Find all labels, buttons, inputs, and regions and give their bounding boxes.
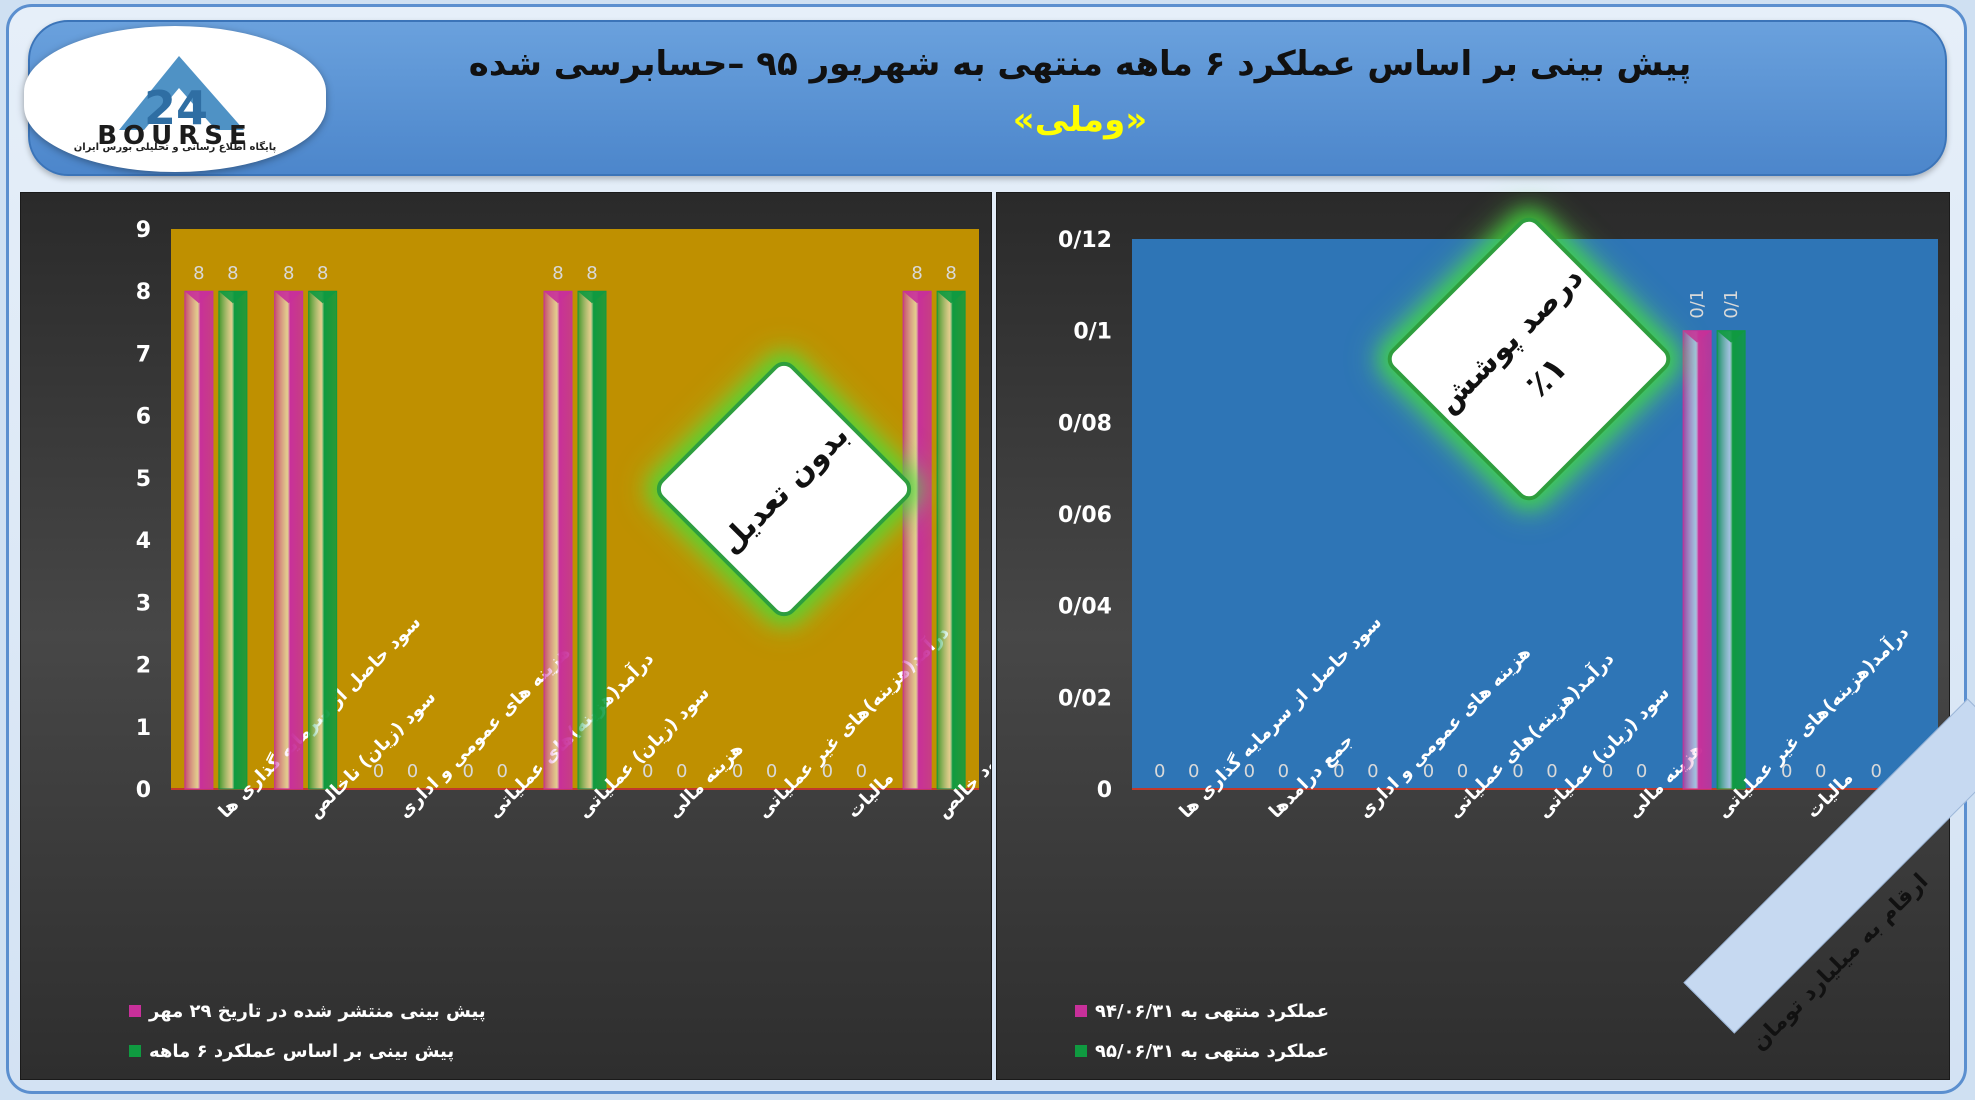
logo-graphic: 24 BOURSE [97, 56, 253, 151]
legend-label: عملکرد منتهی به ۹۴/۰۶/۳۱ [1095, 1001, 1329, 1022]
bar-cap [218, 291, 247, 304]
bar-cap [184, 291, 213, 304]
y-tick-label: 1 [136, 716, 151, 741]
data-label: 0 [1457, 761, 1468, 782]
bar [902, 290, 932, 790]
data-label: 8 [586, 263, 597, 284]
y-tick-label: 9 [136, 218, 151, 243]
legend-swatch [129, 1045, 141, 1057]
data-label: 0 [1636, 761, 1647, 782]
data-label: 0 [766, 761, 777, 782]
y-tick-label: 7 [136, 342, 151, 367]
page-title: پیش بینی بر اساس عملکرد ۶ ماهه منتهی به … [468, 44, 1692, 84]
data-label: 0 [1815, 761, 1826, 782]
data-label: 8 [283, 263, 294, 284]
y-tick-label: 5 [136, 467, 151, 492]
bar [936, 290, 966, 790]
data-label: 0 [373, 761, 384, 782]
chart-panel-left: 0 1 2 3 4 5 6 7 8 9 8 8 سود حاصل از سرمایه گذاری ها 8… [20, 192, 1015, 1080]
y-tick-label: 4 [136, 529, 151, 554]
y-tick-label: 0 [136, 778, 151, 803]
data-label: 8 [945, 263, 956, 284]
y-tick-label: 8 [136, 280, 151, 305]
y-tick-label: 6 [136, 405, 151, 430]
data-label: 0 [1244, 761, 1255, 782]
bar-cap [308, 291, 337, 304]
data-label: 8 [227, 263, 238, 284]
data-label: 8 [552, 263, 563, 284]
y-tick-label: 0/12 [1058, 228, 1112, 253]
legend-swatch [1075, 1045, 1087, 1057]
y-tick-label: 0 [1097, 778, 1112, 803]
y-tick-label: 0/1 [1073, 320, 1112, 345]
y-tick-label: 0/06 [1058, 503, 1112, 528]
logo-tagline: پایگاه اطلاع رسانی و تحلیلی بورس ایران [73, 142, 277, 153]
data-label: 0/1 [1687, 290, 1708, 319]
legend-label: پیش بینی منتشر شده در تاریخ ۲۹ مهر [148, 1001, 486, 1022]
data-label: 0 [1154, 761, 1165, 782]
data-label: 0 [1602, 761, 1613, 782]
no-adjustment-label: بدون تعدیل [712, 417, 856, 561]
legend-swatch [1075, 1005, 1087, 1017]
bar [577, 290, 607, 790]
y-tick-label: 3 [136, 591, 151, 616]
data-label: 0 [1546, 761, 1557, 782]
data-label: 0 [1333, 761, 1344, 782]
bar [184, 290, 214, 790]
coverage-percent: ٪۱ [1517, 347, 1576, 406]
bar-cap [903, 291, 932, 304]
data-label: 8 [911, 263, 922, 284]
data-label: 0 [1278, 761, 1289, 782]
data-label: 0 [856, 761, 867, 782]
legend-swatch [129, 1005, 141, 1017]
bar [1682, 330, 1712, 790]
data-label: 0/1 [1721, 290, 1742, 319]
data-label: 0 [1188, 761, 1199, 782]
bar-cap [1683, 330, 1712, 343]
y-tick-label: 0/08 [1058, 411, 1112, 436]
y-tick-label: 0/02 [1058, 686, 1112, 711]
logo-wordmark: BOURSE [97, 121, 253, 151]
data-label: 0 [1512, 761, 1523, 782]
data-label: 8 [193, 263, 204, 284]
data-label: 8 [317, 263, 328, 284]
data-label: 0 [732, 761, 743, 782]
logo-number: 24 [144, 81, 208, 135]
logo: 24 BOURSE پایگاه اطلاع رسانی و تحلیلی بو… [24, 26, 326, 172]
header-banner [28, 20, 1947, 176]
company-symbol: «وملی» [1012, 100, 1148, 140]
bar-cap [1717, 330, 1746, 343]
data-label: 0 [462, 761, 473, 782]
data-label: 0 [1781, 761, 1792, 782]
data-label: 0 [1367, 761, 1378, 782]
bar [274, 290, 304, 790]
data-label: 0 [822, 761, 833, 782]
legend-label: عملکرد منتهی به ۹۵/۰۶/۳۱ [1095, 1041, 1329, 1062]
bar-cap [937, 291, 966, 304]
data-label: 0 [1870, 761, 1881, 782]
bar [218, 290, 248, 790]
legend-label: پیش بینی بر اساس عملکرد ۶ ماهه [149, 1041, 454, 1062]
bar-cap [274, 291, 303, 304]
data-label: 0 [407, 761, 418, 782]
data-label: 0 [496, 761, 507, 782]
y-tick-label: 2 [136, 654, 151, 679]
bar-cap [544, 291, 572, 304]
data-label: 0 [1423, 761, 1434, 782]
y-tick-label: 0/04 [1058, 595, 1112, 620]
bar [543, 290, 573, 790]
data-label: 0 [642, 761, 653, 782]
bar-cap [578, 291, 606, 304]
bar [308, 290, 338, 790]
data-label: 0 [676, 761, 687, 782]
bar [1716, 330, 1746, 790]
